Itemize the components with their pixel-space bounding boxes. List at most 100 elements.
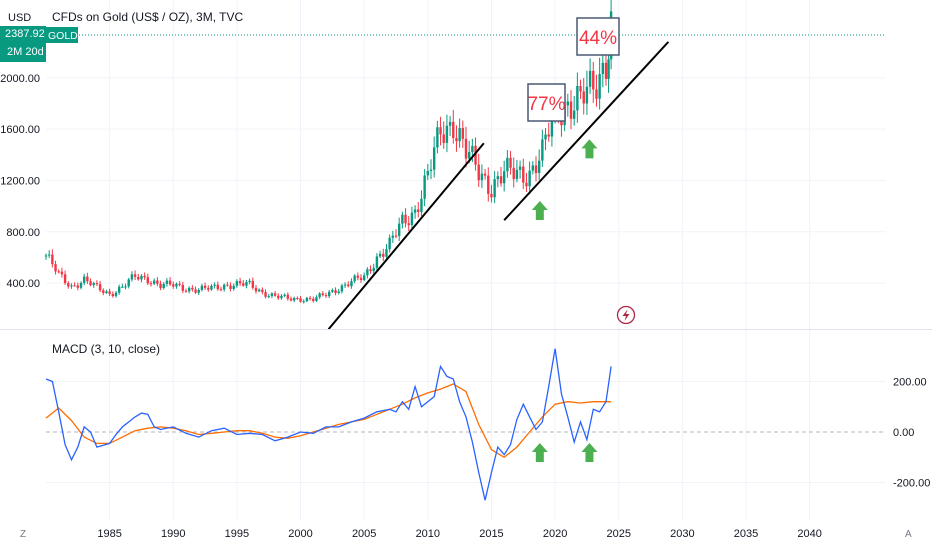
candle-body (299, 298, 302, 302)
up-arrow-icon (581, 443, 598, 462)
candle-body (467, 152, 471, 159)
price-pane (44, 0, 670, 330)
candle-body (522, 166, 525, 183)
candle-body (318, 293, 321, 298)
candle-body (595, 89, 598, 99)
candle-body (391, 235, 395, 238)
symbol-badge-text: GOLD (48, 30, 78, 42)
auto-scale-button[interactable]: A (905, 529, 912, 540)
candle-body (378, 253, 382, 257)
candle-body (474, 145, 477, 165)
candle-body (305, 297, 309, 302)
macd-axis-labels[interactable]: 200.00 0.00 -200.00 (893, 377, 930, 490)
macd-title: MACD (3, 10, close) (52, 342, 160, 356)
price-arrows (531, 139, 598, 220)
candle-body (483, 173, 487, 176)
candle-body (105, 291, 108, 294)
candle-body (216, 284, 220, 290)
candle-body (51, 254, 54, 265)
candle-body (162, 283, 165, 288)
candle-body (245, 282, 248, 286)
candle-body (340, 285, 344, 292)
candle-body (429, 169, 433, 171)
candle-body (270, 293, 274, 297)
candle-body (493, 179, 496, 198)
trendline[interactable] (327, 142, 485, 330)
candle-body (108, 291, 111, 294)
lightning-icon[interactable] (616, 305, 636, 325)
price-tick-label: 2000.00 (0, 73, 40, 85)
candle-body (47, 254, 51, 256)
candle-body (369, 269, 372, 272)
trendlines (327, 41, 670, 330)
candle-body (289, 298, 293, 301)
candle-body (432, 147, 436, 170)
candle-body (292, 297, 296, 301)
price-tick-label: 1200.00 (0, 175, 40, 187)
candle-body (598, 74, 601, 99)
time-tick-label: 2015 (479, 528, 503, 540)
candle-body (226, 284, 229, 286)
time-tick-label: 2035 (734, 528, 758, 540)
candle-body (528, 170, 531, 187)
candle-body (550, 113, 554, 137)
trendline[interactable] (503, 41, 670, 221)
candle-body (117, 286, 121, 293)
price-tick-label: 1600.00 (0, 124, 40, 136)
pct-label-77: 77% (527, 83, 566, 122)
time-tick-label: 1995 (225, 528, 249, 540)
candle-body (356, 275, 360, 278)
candle-body (452, 121, 455, 138)
candle-body (362, 275, 366, 281)
zoom-button[interactable]: Z (20, 529, 26, 540)
candle-body (235, 281, 239, 286)
candle-body (63, 274, 67, 284)
svg-text:77%: 77% (527, 94, 565, 115)
macd-tick-label: -200.00 (893, 478, 930, 490)
candle-body (579, 85, 582, 92)
time-axis-labels[interactable]: 1985 1990 1995 2000 2005 2010 2015 2020 2025 2030… (97, 528, 821, 540)
price-axis-labels[interactable]: 400.00 800.00 1200.00 1600.00 2000.00 (0, 73, 40, 290)
candle-body (280, 295, 283, 299)
candle-body (242, 283, 245, 286)
macd-line (45, 348, 612, 501)
candle-body (98, 284, 102, 291)
candle-body (54, 264, 57, 272)
candle-body (436, 127, 439, 148)
candle-body (582, 91, 585, 104)
candle-body (426, 170, 430, 176)
candle-body (321, 293, 325, 296)
candle-body (296, 297, 299, 299)
candle-body (156, 280, 159, 284)
candle-body (334, 290, 337, 293)
candle-body (544, 134, 547, 140)
candle-body (547, 134, 550, 137)
candle-body (382, 253, 385, 257)
up-arrow-icon (531, 443, 548, 462)
candle-body (566, 101, 570, 106)
macd-pane (45, 348, 886, 501)
candle-body (232, 285, 235, 289)
candle-body (569, 101, 573, 119)
candle-body (248, 280, 251, 283)
candle-body (67, 283, 70, 287)
candle-body (445, 125, 449, 143)
candle-body (420, 198, 423, 212)
candle-body (44, 255, 48, 257)
candle-body (407, 223, 410, 226)
candle-body (455, 137, 458, 142)
time-tick-label: 2025 (606, 528, 630, 540)
candle-body (480, 173, 484, 181)
candle-body (448, 121, 452, 126)
svg-text:44%: 44% (579, 28, 617, 49)
chart-grid (46, 0, 886, 520)
time-tick-label: 1985 (97, 528, 121, 540)
macd-arrows (531, 443, 598, 462)
candle-body (257, 289, 261, 292)
candle-body (509, 157, 512, 168)
candle-body (60, 271, 64, 275)
candle-body (127, 279, 130, 287)
candle-body (238, 281, 242, 284)
candle-body (401, 214, 404, 224)
